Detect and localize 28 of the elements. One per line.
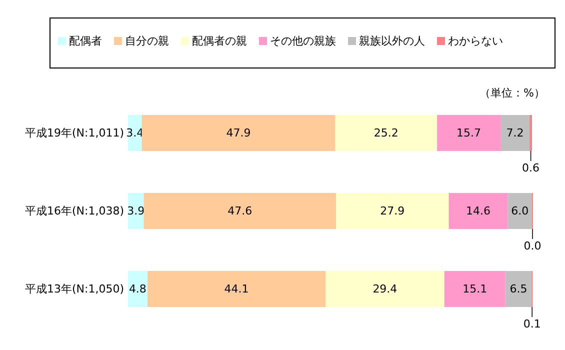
data-label: 15.7 [456, 126, 482, 140]
data-label: 44.1 [224, 282, 249, 296]
data-label: 0.0 [524, 240, 542, 252]
legend-label: 配偶者 [69, 34, 102, 48]
legend-label: わからない [448, 34, 503, 48]
data-label: 6.5 [510, 282, 528, 296]
data-label: 3.4 [126, 126, 144, 140]
data-label: 0.1 [523, 318, 541, 330]
legend-label: 自分の親 [125, 34, 169, 48]
legend-label: その他の親族 [270, 34, 336, 48]
data-label: 4.8 [128, 282, 146, 296]
y-tick-label: 平成13年(N:1,050) [24, 282, 124, 296]
annotation: （単位：%） [480, 86, 545, 100]
data-label: 47.9 [226, 126, 251, 140]
legend-label: 配偶者の親 [192, 34, 247, 48]
data-label: 25.2 [374, 126, 398, 140]
data-label: 15.1 [462, 282, 488, 296]
legend-label: 親族以外の人 [359, 34, 425, 48]
data-label: 29.4 [372, 282, 398, 296]
data-label: 14.6 [466, 204, 491, 218]
data-label: 27.9 [380, 204, 405, 218]
y-tick-label: 平成19年(N:1,011) [24, 126, 124, 140]
data-label: 7.2 [506, 126, 524, 140]
y-tick-label: 平成16年(N:1,038) [24, 204, 124, 218]
data-label: 47.6 [228, 204, 252, 218]
data-label: 6.0 [511, 204, 529, 218]
data-label: 0.6 [522, 162, 540, 174]
data-label: 3.9 [127, 204, 145, 218]
